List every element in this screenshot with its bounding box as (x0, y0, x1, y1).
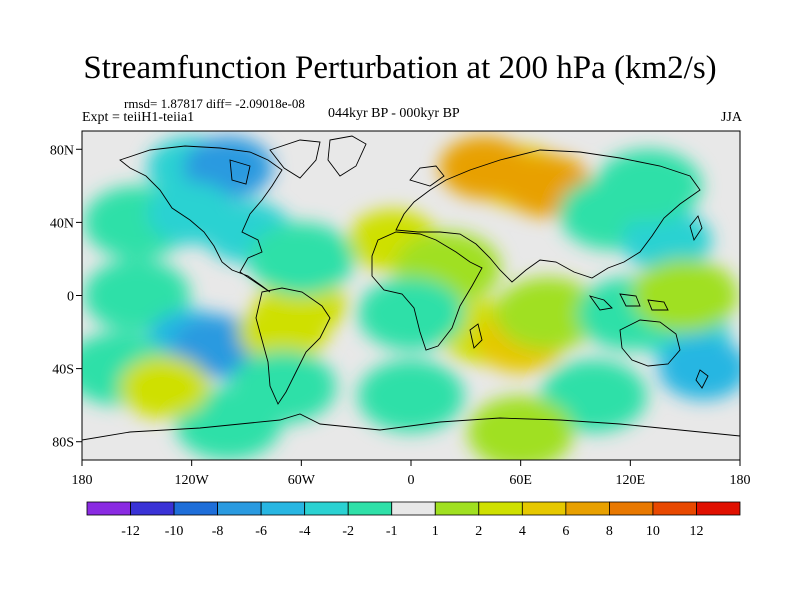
coastlines (82, 135, 740, 441)
colorbar-label: -6 (255, 524, 267, 539)
colorbar-swatch (304, 501, 349, 516)
field-blob (83, 259, 191, 332)
field-blob (631, 259, 739, 332)
season-label: JJA (720, 110, 742, 125)
colorbar-label: 1 (432, 524, 439, 539)
colorbar-label: -1 (386, 524, 398, 539)
map-title: Streamfunction Perturbation at 200 hPa (… (83, 50, 717, 86)
colorbar-swatch (521, 501, 567, 516)
field-blob (540, 359, 647, 433)
lat-tick-label: 40N (50, 216, 74, 231)
colorbar: -12 -10 -8 -6 -4 -2 -1 1 2 4 6 8 10 12 (86, 501, 741, 539)
lon-tick-label: 120E (616, 473, 646, 488)
colorbar-swatch (391, 501, 436, 516)
longitude-axis: 180 120W 60W 0 60E 120E 180 (72, 460, 751, 488)
colorbar-label: -12 (121, 524, 140, 539)
colorbar-swatch (130, 501, 175, 516)
colorbar-label: -4 (299, 524, 311, 539)
colorbar-swatch (652, 501, 697, 516)
colorbar-label: 4 (519, 524, 526, 539)
colorbar-swatch (173, 501, 218, 516)
colorbar-label: -2 (342, 524, 354, 539)
rmsd-diff-text: rmsd= 1.87817 diff= -2.09018e-08 (124, 96, 305, 111)
colorbar-swatch (434, 501, 480, 516)
field-blob (229, 350, 337, 424)
lat-tick-label: 40S (52, 363, 74, 378)
latitude-axis: 80N 40N 0 40S 80S (50, 143, 82, 451)
colorbar-swatch (217, 501, 262, 516)
lon-tick-label: 60W (288, 473, 316, 488)
lat-tick-label: 80N (50, 143, 74, 158)
colorbar-label: -8 (212, 524, 224, 539)
field-shading (82, 136, 740, 460)
lat-tick-label: 0 (67, 290, 74, 305)
lat-tick-label: 80S (52, 436, 74, 451)
colorbar-label: -10 (165, 524, 184, 539)
colorbar-label: 8 (606, 524, 613, 539)
period-label: 044kyr BP - 000kyr BP (328, 106, 460, 121)
lon-tick-label: 180 (730, 473, 751, 488)
colorbar-swatch (696, 501, 741, 516)
field-blob (494, 277, 602, 351)
lon-tick-label: 0 (408, 473, 415, 488)
field-blob (622, 209, 712, 272)
colorbar-label: 10 (646, 524, 660, 539)
colorbar-swatch (347, 501, 393, 516)
field-blob (248, 222, 355, 296)
colorbar-swatch (260, 501, 306, 516)
field-blob (357, 277, 465, 351)
field-blob (595, 149, 702, 223)
colorbar-label: 12 (689, 524, 703, 539)
experiment-label: Expt = teiiH1-teiia1 (82, 110, 195, 125)
lon-tick-label: 60E (509, 473, 532, 488)
colorbar-label: 2 (475, 524, 482, 539)
colorbar-swatch (565, 501, 610, 516)
colorbar-swatch (609, 501, 654, 516)
field-blob (467, 396, 574, 460)
lon-tick-label: 180 (72, 473, 93, 488)
lon-tick-label: 120W (175, 473, 210, 488)
field-blob (119, 355, 210, 419)
colorbar-swatch (478, 501, 523, 516)
field-blob (238, 300, 328, 364)
field-blob (357, 359, 465, 433)
colorbar-label: 6 (562, 524, 569, 539)
colorbar-swatch (86, 501, 131, 516)
field-blob (658, 337, 740, 400)
